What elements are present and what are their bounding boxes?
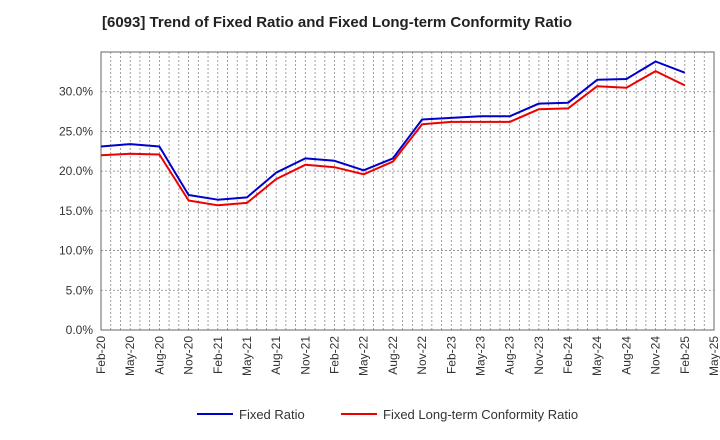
x-tick-label: Feb-20 — [94, 336, 108, 374]
x-tick-label: Aug-24 — [619, 336, 633, 375]
plot-area — [101, 52, 714, 330]
x-tick-label: Aug-22 — [386, 336, 400, 375]
x-tick-label: Feb-22 — [328, 336, 342, 374]
x-tick-label: May-23 — [473, 336, 487, 376]
x-tick-label: Feb-24 — [561, 336, 575, 374]
x-tick-label: May-25 — [707, 336, 720, 376]
x-tick-label: Nov-22 — [415, 336, 429, 375]
x-tick-label: Nov-24 — [649, 336, 663, 375]
y-tick-label: 15.0% — [59, 204, 93, 218]
x-tick-label: Aug-20 — [152, 336, 166, 375]
x-tick-label: May-22 — [357, 336, 371, 376]
y-tick-label: 0.0% — [66, 323, 94, 337]
y-tick-label: 10.0% — [59, 244, 93, 258]
x-tick-label: Feb-23 — [444, 336, 458, 374]
series-line-1 — [100, 70, 686, 207]
x-tick-label: Aug-23 — [503, 336, 517, 375]
y-tick-label: 30.0% — [59, 85, 93, 99]
x-tick-label: May-21 — [240, 336, 254, 376]
y-tick-label: 25.0% — [59, 124, 93, 138]
x-tick-label: Nov-20 — [182, 336, 196, 375]
y-tick-label: 5.0% — [66, 283, 94, 297]
x-tick-label: Nov-23 — [532, 336, 546, 375]
x-tick-label: Nov-21 — [298, 336, 312, 375]
legend-label-1: Fixed Long-term Conformity Ratio — [383, 407, 578, 422]
x-tick-label: Feb-25 — [678, 336, 692, 374]
chart-title: [6093] Trend of Fixed Ratio and Fixed Lo… — [102, 14, 573, 31]
x-tick-label: May-20 — [123, 336, 137, 376]
y-tick-label: 20.0% — [59, 164, 93, 178]
series-line-0 — [100, 60, 686, 201]
x-tick-label: Feb-21 — [211, 336, 225, 374]
plot-border — [100, 51, 715, 331]
x-tick-label: May-24 — [590, 336, 604, 376]
x-tick-label: Aug-21 — [269, 336, 283, 375]
legend-label-0: Fixed Ratio — [239, 407, 305, 422]
